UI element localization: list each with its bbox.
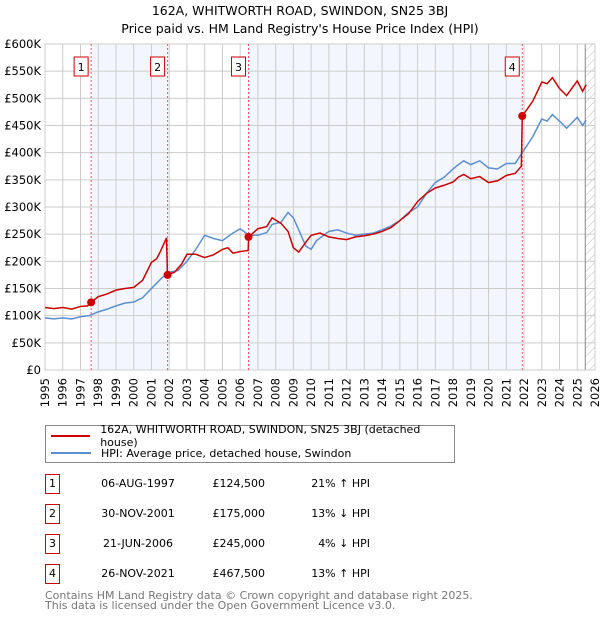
y-tick-label: £300K (4, 200, 41, 214)
x-tick-label: 1995 (38, 378, 52, 407)
x-tick-label: 2022 (517, 378, 531, 407)
footer-line-2: This data is licensed under the Open Gov… (45, 599, 396, 612)
x-tick-label: 2015 (393, 378, 407, 407)
sale-date: 26-NOV-2021 (101, 567, 175, 580)
sale-row: 1 06-AUG-1997 £124,500 21% ↑ HPI (0, 474, 600, 494)
y-tick-label: £150K (4, 282, 41, 296)
x-tick-label: 2020 (482, 378, 496, 407)
x-tick-label: 1996 (56, 378, 70, 407)
y-tick-label: £250K (4, 227, 41, 241)
sale-label-box-2 (150, 56, 166, 77)
property-price-line (44, 76, 587, 310)
y-tick-label: £400K (4, 146, 41, 160)
sale-date: 06-AUG-1997 (101, 477, 175, 490)
sale-hpi-diff: 4% ↓ HPI (318, 537, 370, 550)
x-tick-label: 2018 (446, 378, 460, 407)
legend: 162A, WHITWORTH ROAD, SWINDON, SN25 3BJ … (45, 423, 455, 463)
sale-price: £124,500 (212, 477, 266, 490)
x-tick-label: 2010 (304, 378, 318, 407)
x-tick-label: 1998 (91, 378, 105, 407)
y-tick-label: £350K (4, 173, 41, 187)
y-tick-label: £50K (12, 336, 42, 350)
sale-row: 3 21-JUN-2006 £245,000 4% ↓ HPI (0, 534, 600, 554)
x-tick-label: 1997 (73, 378, 87, 407)
x-tick-label: 2003 (180, 378, 194, 407)
sale-price: £245,000 (212, 537, 266, 550)
sale-point-1 (87, 298, 96, 307)
x-tick-label: 2001 (144, 378, 158, 407)
x-tick-label: 2006 (233, 378, 247, 407)
sale-number: 3 (45, 534, 60, 554)
x-tick-label: 2007 (251, 378, 265, 407)
sale-date: 30-NOV-2001 (101, 507, 175, 520)
sale-number: 4 (45, 564, 60, 584)
y-tick-label: £600K (4, 37, 41, 51)
x-tick-label: 2012 (340, 378, 354, 407)
sale-number: 2 (45, 504, 60, 524)
x-tick-label: 2016 (411, 378, 425, 407)
legend-label-hpi: HPI: Average price, detached house, Swin… (101, 446, 352, 460)
x-tick-label: 2009 (286, 378, 300, 407)
x-tick-label: 2025 (570, 378, 584, 407)
y-tick-label: £500K (4, 91, 41, 105)
x-tick-label: 2000 (127, 378, 141, 407)
sale-label-box-4 (504, 56, 520, 77)
price-chart: £0 £50K £100K £150K £200K £250K £300K £350K £400… (4, 37, 600, 407)
sale-label-2: 2 (154, 61, 161, 74)
y-tick-label: £100K (4, 309, 41, 323)
x-tick-label: 2004 (198, 378, 212, 407)
sale-point-3 (244, 232, 253, 241)
x-tick-label: 2021 (499, 378, 513, 407)
sale-hpi-diff: 13% ↑ HPI (311, 567, 370, 580)
y-tick-label: £0 (26, 363, 41, 377)
y-tick-label: £550K (4, 64, 41, 78)
x-tick-label: 2017 (428, 378, 442, 407)
sale-row: 4 26-NOV-2021 £467,500 13% ↑ HPI (0, 564, 600, 584)
sale-label-4: 4 (509, 61, 516, 74)
sale-row: 2 30-NOV-2001 £175,000 13% ↓ HPI (0, 504, 600, 524)
sale-label-3: 3 (235, 61, 242, 74)
sale-price: £175,000 (212, 507, 266, 520)
sale-label-box-3 (231, 56, 246, 77)
x-tick-label: 2026 (588, 378, 600, 407)
sale-date: 21-JUN-2006 (102, 537, 174, 550)
y-tick-label: £200K (4, 254, 41, 268)
y-tick-label: £450K (4, 119, 41, 133)
footer: Contains HM Land Registry data © Crown c… (45, 589, 473, 612)
chart-subtitle: Price paid vs. HM Land Registry's House … (121, 21, 479, 36)
sale-hpi-diff: 21% ↑ HPI (311, 477, 370, 490)
sale-point-2 (163, 270, 172, 279)
x-tick-label: 2011 (322, 378, 336, 407)
chart-title: 162A, WHITWORTH ROAD, SWINDON, SN25 3BJ (151, 3, 449, 18)
sale-label-box-1 (73, 56, 89, 77)
legend-red-line (51, 435, 91, 437)
x-tick-label: 2019 (464, 378, 478, 407)
sale-hpi-diff: 13% ↓ HPI (311, 507, 370, 520)
x-tick-label: 2024 (553, 378, 567, 407)
x-tick-label: 2013 (357, 378, 371, 407)
x-tick-label: 2005 (215, 378, 229, 407)
sale-label-1: 1 (78, 61, 85, 74)
legend-label-property: 162A, WHITWORTH ROAD, SWINDON, SN25 3BJ … (100, 423, 421, 449)
footer-line-1: Contains HM Land Registry data © Crown c… (45, 589, 473, 602)
x-tick-label: 2002 (162, 378, 176, 407)
x-tick-label: 2023 (535, 378, 549, 407)
legend-blue-line (51, 452, 91, 454)
x-tick-label: 2008 (269, 378, 283, 407)
sale-point-4 (518, 111, 527, 120)
sale-price: £467,500 (212, 567, 266, 580)
plot-border (44, 43, 596, 371)
hpi-line (44, 113, 587, 320)
sale-number: 1 (45, 474, 60, 494)
x-tick-label: 1999 (109, 378, 123, 407)
x-tick-label: 2014 (375, 378, 389, 407)
